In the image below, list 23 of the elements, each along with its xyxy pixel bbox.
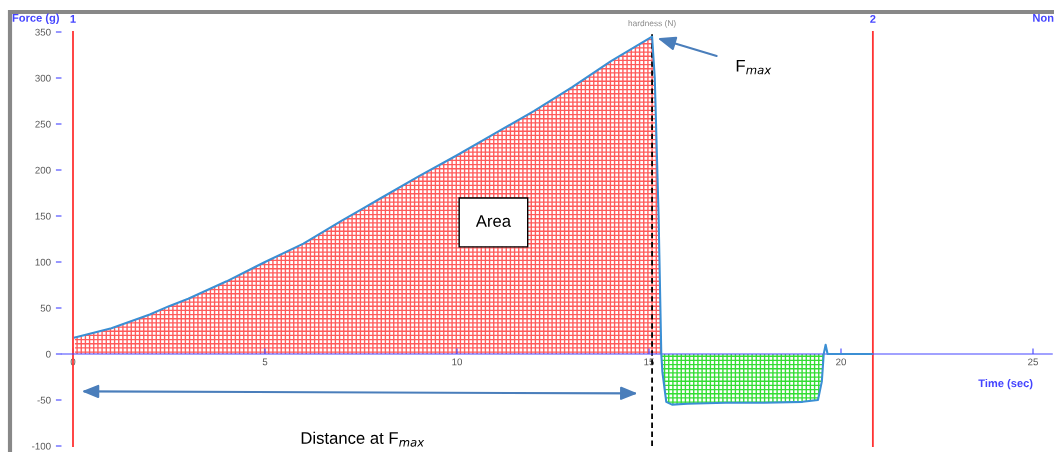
y-axis-title: Force (g) [12,13,59,24]
x-tick-label: 5 [262,358,268,366]
x-tick-label: 20 [836,358,847,366]
annotation: F$_{max}$ [736,59,772,75]
text: Non [1033,14,1054,22]
y-tick-label: 350 [35,28,51,36]
x-tick-label: 25 [1028,358,1038,366]
text: 2 [870,14,876,23]
y-tick-label: 50 [40,304,51,312]
x-tick-label: 10 [452,358,463,366]
annotation: Area [475,215,512,227]
y-tick-label: 250 [35,120,51,128]
annotation: Distance at F$_{max}$ [301,431,425,447]
y-tick-label: 300 [35,74,51,82]
y-tick-label: 200 [35,166,51,174]
y-tick-label: -100 [32,442,51,450]
text: 1 [70,15,76,23]
x-axis-title: Time (sec) [978,379,1033,390]
y-tick-label: 0 [46,350,51,358]
y-tick-label: 100 [35,258,51,266]
y-tick-label: -50 [37,396,51,404]
y-tick-label: 150 [35,212,51,220]
ref-line-label: hardness (N) [628,20,676,28]
